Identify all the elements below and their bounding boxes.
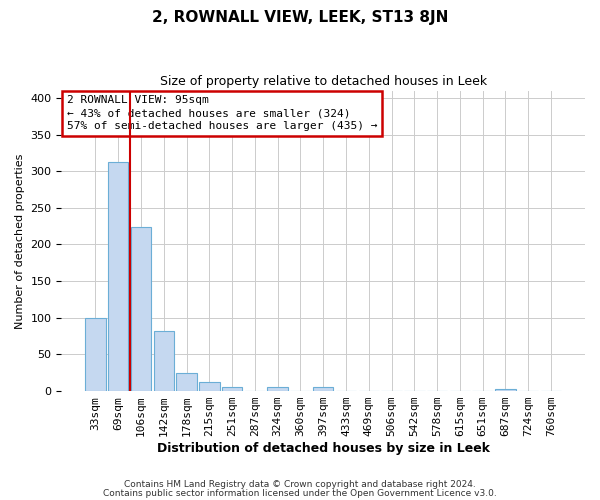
Text: 2 ROWNALL VIEW: 95sqm
← 43% of detached houses are smaller (324)
57% of semi-det: 2 ROWNALL VIEW: 95sqm ← 43% of detached …: [67, 95, 377, 132]
Bar: [199, 382, 220, 391]
Bar: [85, 318, 106, 391]
Bar: [222, 388, 242, 391]
Bar: [131, 227, 151, 391]
Bar: [268, 388, 288, 391]
Bar: [154, 331, 174, 391]
Bar: [176, 373, 197, 391]
Text: Contains HM Land Registry data © Crown copyright and database right 2024.: Contains HM Land Registry data © Crown c…: [124, 480, 476, 489]
X-axis label: Distribution of detached houses by size in Leek: Distribution of detached houses by size …: [157, 442, 490, 455]
Y-axis label: Number of detached properties: Number of detached properties: [15, 153, 25, 328]
Text: 2, ROWNALL VIEW, LEEK, ST13 8JN: 2, ROWNALL VIEW, LEEK, ST13 8JN: [152, 10, 448, 25]
Bar: [495, 389, 515, 391]
Text: Contains public sector information licensed under the Open Government Licence v3: Contains public sector information licen…: [103, 489, 497, 498]
Title: Size of property relative to detached houses in Leek: Size of property relative to detached ho…: [160, 75, 487, 88]
Bar: [108, 162, 128, 391]
Bar: [313, 388, 334, 391]
